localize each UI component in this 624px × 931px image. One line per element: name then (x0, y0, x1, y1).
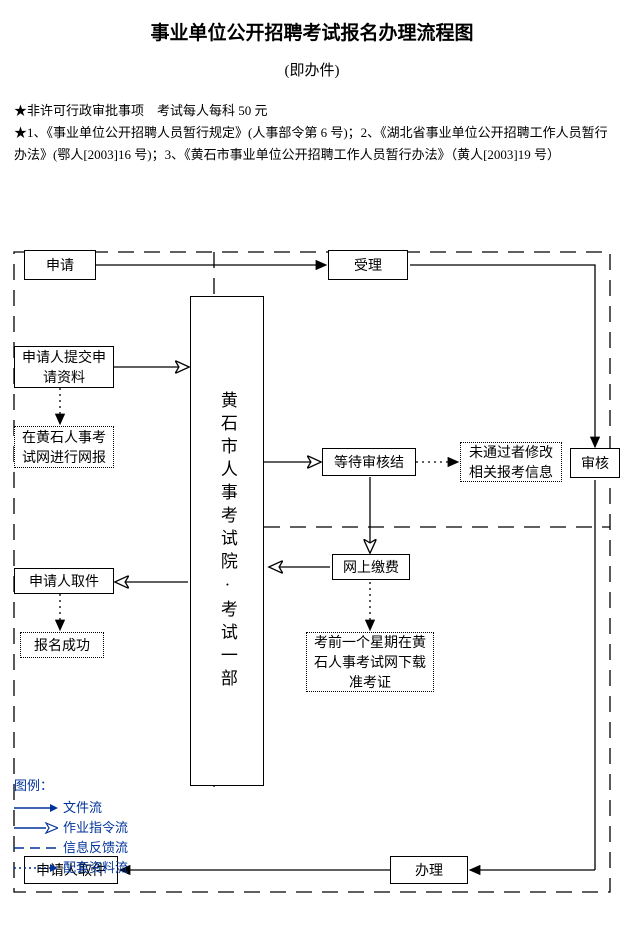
legend-label: 信息反馈流 (63, 838, 128, 858)
arrow-hollow-icon (14, 822, 58, 834)
node-pickup1: 申请人取件 (14, 568, 114, 594)
legend-material-flow: 配套资料流 (14, 858, 128, 878)
legend: 图例： 文件流 作业指令流 信息反馈流 配套资料流 (14, 776, 128, 878)
node-success: 报名成功 (20, 632, 104, 658)
line-dashed-icon (14, 842, 58, 854)
page-title: 事业单位公开招聘考试报名办理流程图 (0, 0, 624, 45)
note-line: ★非许可行政审批事项 考试每人每科 50 元 (14, 100, 610, 122)
node-center: 黄石市人事考试院·考试一部 (190, 296, 264, 786)
node-modify: 未通过者修改相关报考信息 (460, 442, 562, 482)
legend-feedback-flow: 信息反馈流 (14, 838, 128, 858)
node-pay: 网上缴费 (332, 554, 410, 580)
arrow-solid-icon (14, 802, 58, 814)
node-wait: 等待审核结 (322, 448, 416, 476)
node-accept: 受理 (328, 250, 408, 280)
note-line: ★1、《事业单位公开招聘人员暂行规定》(人事部令第 6 号)；2、《湖北省事业单… (14, 122, 610, 166)
node-ticket: 考前一个星期在黄石人事考试网下载准考证 (306, 632, 434, 692)
page-subtitle: (即办件) (0, 59, 624, 80)
flowchart: 申请 受理 审核 办理 申请人取件 黄石市人事考试院·考试一部 申请人提交申请资… (0, 232, 624, 931)
notes: ★非许可行政审批事项 考试每人每科 50 元 ★1、《事业单位公开招聘人员暂行规… (14, 100, 610, 166)
node-submit: 申请人提交申请资料 (14, 346, 114, 388)
node-apply: 申请 (24, 250, 96, 280)
legend-order-flow: 作业指令流 (14, 818, 128, 838)
legend-label: 文件流 (63, 798, 102, 818)
node-handle: 办理 (390, 856, 468, 884)
legend-label: 配套资料流 (63, 858, 128, 878)
legend-label: 作业指令流 (63, 818, 128, 838)
legend-title: 图例： (14, 776, 128, 796)
legend-file-flow: 文件流 (14, 798, 128, 818)
arrow-dotted-icon (14, 862, 58, 874)
node-online: 在黄石人事考试网进行网报 (14, 426, 114, 468)
node-review: 审核 (570, 448, 620, 478)
